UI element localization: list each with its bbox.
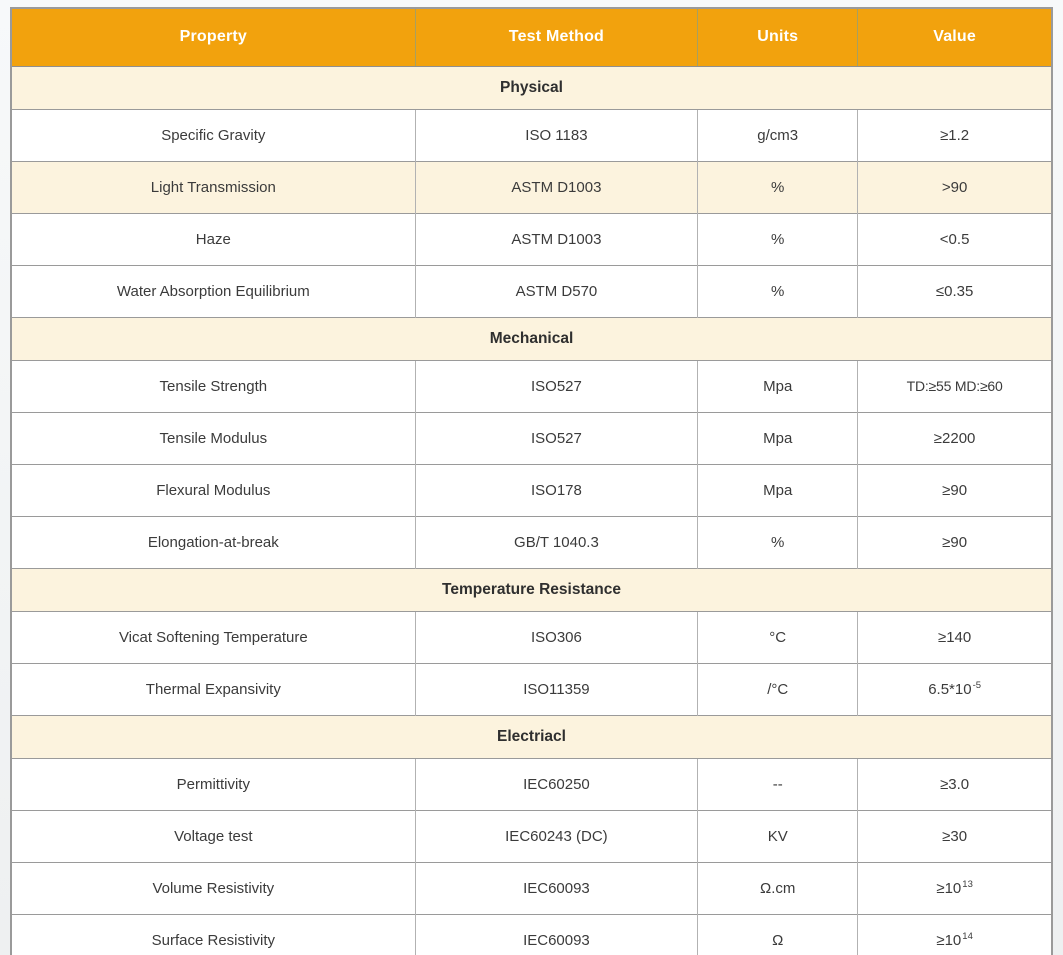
units-cell: Mpa bbox=[697, 411, 858, 464]
table-row: Permittivity IEC60250 -- ≥3.0 bbox=[12, 757, 1051, 810]
test-method-cell: ISO306 bbox=[414, 610, 698, 663]
value-cell: ≥1014 bbox=[857, 913, 1051, 955]
section-row-mechanical: Mechanical bbox=[12, 316, 1051, 360]
value-cell: ≥2200 bbox=[857, 411, 1051, 464]
table-row: Tensile Modulus ISO527 Mpa ≥2200 bbox=[12, 411, 1051, 464]
header-row: Property Test Method Units Value bbox=[12, 9, 1051, 67]
property-cell: Specific Gravity bbox=[12, 108, 416, 161]
units-cell: % bbox=[697, 515, 858, 568]
units-cell: Ω.cm bbox=[697, 861, 858, 914]
units-cell: Mpa bbox=[697, 463, 858, 516]
units-cell: % bbox=[697, 212, 858, 265]
test-method-cell: ASTM D1003 bbox=[414, 160, 698, 213]
property-cell: Light Transmission bbox=[12, 160, 416, 213]
column-header-property: Property bbox=[12, 9, 416, 67]
value-cell: >90 bbox=[857, 160, 1051, 213]
value-cell: ≥90 bbox=[857, 463, 1051, 516]
column-header-units: Units bbox=[697, 9, 859, 67]
table-row: Volume Resistivity IEC60093 Ω.cm ≥1013 bbox=[12, 861, 1051, 914]
property-cell: Haze bbox=[12, 212, 416, 265]
value-cell: ≤0.35 bbox=[857, 264, 1051, 317]
table-body: Physical Specific Gravity ISO 1183 g/cm3… bbox=[12, 65, 1051, 955]
test-method-cell: ASTM D570 bbox=[414, 264, 698, 317]
value-superscript: 13 bbox=[962, 878, 973, 890]
test-method-cell: IEC60093 bbox=[414, 913, 698, 955]
test-method-cell: IEC60093 bbox=[414, 861, 698, 914]
units-cell: /°C bbox=[697, 662, 858, 715]
property-cell: Volume Resistivity bbox=[12, 861, 416, 914]
value-base: ≥10 bbox=[936, 931, 962, 949]
value-cell: ≥1.2 bbox=[857, 108, 1051, 161]
table-row: Light Transmission ASTM D1003 % >90 bbox=[12, 160, 1051, 213]
property-cell: Water Absorption Equilibrium bbox=[12, 264, 416, 317]
value-cell: ≥1013 bbox=[857, 861, 1051, 914]
value-cell: ≥90 bbox=[857, 515, 1051, 568]
value-cell: ≥140 bbox=[857, 610, 1051, 663]
test-method-cell: GB/T 1040.3 bbox=[414, 515, 698, 568]
section-row-electrical: Electriacl bbox=[12, 714, 1051, 758]
units-cell: g/cm3 bbox=[697, 108, 858, 161]
table-row: Specific Gravity ISO 1183 g/cm3 ≥1.2 bbox=[12, 108, 1051, 161]
units-cell: % bbox=[697, 264, 858, 317]
test-method-cell: IEC60250 bbox=[414, 757, 698, 810]
table-row: Haze ASTM D1003 % <0.5 bbox=[12, 212, 1051, 265]
units-cell: °C bbox=[697, 610, 858, 663]
test-method-cell: ISO11359 bbox=[414, 662, 698, 715]
units-cell: -- bbox=[697, 757, 858, 810]
test-method-cell: ISO 1183 bbox=[414, 108, 698, 161]
table-row: Thermal Expansivity ISO11359 /°C 6.5*10-… bbox=[12, 662, 1051, 715]
property-table: Property Test Method Units Value Physica… bbox=[12, 9, 1051, 955]
value-cell: <0.5 bbox=[857, 212, 1051, 265]
section-row-physical: Physical bbox=[12, 65, 1051, 109]
section-label: Mechanical bbox=[12, 316, 1051, 360]
test-method-cell: ISO527 bbox=[414, 411, 698, 464]
value-superscript: -5 bbox=[972, 679, 982, 691]
test-method-cell: IEC60243 (DC) bbox=[414, 809, 698, 862]
property-cell: Tensile Modulus bbox=[12, 411, 416, 464]
section-row-temperature-resistance: Temperature Resistance bbox=[12, 567, 1051, 611]
table-row: Surface Resistivity IEC60093 Ω ≥1014 bbox=[12, 913, 1051, 955]
column-header-test-method: Test Method bbox=[415, 9, 699, 67]
value-superscript: 14 bbox=[962, 930, 973, 942]
property-cell: Surface Resistivity bbox=[12, 913, 416, 955]
property-cell: Vicat Softening Temperature bbox=[12, 610, 416, 663]
units-cell: % bbox=[697, 160, 858, 213]
test-method-cell: ISO178 bbox=[414, 463, 698, 516]
value-cell: ≥30 bbox=[857, 809, 1051, 862]
units-cell: KV bbox=[697, 809, 858, 862]
value-base: ≥10 bbox=[936, 879, 962, 897]
section-label: Physical bbox=[12, 65, 1051, 109]
table-row: Elongation-at-break GB/T 1040.3 % ≥90 bbox=[12, 515, 1051, 568]
section-label: Temperature Resistance bbox=[12, 567, 1051, 611]
property-cell: Voltage test bbox=[12, 809, 416, 862]
property-cell: Permittivity bbox=[12, 757, 416, 810]
units-cell: Ω bbox=[697, 913, 858, 955]
value-cell: ≥3.0 bbox=[857, 757, 1051, 810]
units-cell: Mpa bbox=[697, 359, 858, 412]
table-row: Tensile Strength ISO527 Mpa TD:≥55 MD:≥6… bbox=[12, 359, 1051, 412]
property-cell: Flexural Modulus bbox=[12, 463, 416, 516]
table-row: Voltage test IEC60243 (DC) KV ≥30 bbox=[12, 809, 1051, 862]
column-header-value: Value bbox=[857, 9, 1051, 67]
section-label: Electriacl bbox=[12, 714, 1051, 758]
table-row: Vicat Softening Temperature ISO306 °C ≥1… bbox=[12, 610, 1051, 663]
test-method-cell: ASTM D1003 bbox=[414, 212, 698, 265]
table-row: Flexural Modulus ISO178 Mpa ≥90 bbox=[12, 463, 1051, 516]
property-cell: Elongation-at-break bbox=[12, 515, 416, 568]
property-cell: Thermal Expansivity bbox=[12, 662, 416, 715]
value-cell: 6.5*10-5 bbox=[857, 662, 1051, 715]
property-cell: Tensile Strength bbox=[12, 359, 416, 412]
value-base: 6.5*10 bbox=[928, 680, 972, 698]
property-datasheet: Property Test Method Units Value Physica… bbox=[10, 7, 1053, 955]
table-header: Property Test Method Units Value bbox=[12, 9, 1051, 67]
table-row: Water Absorption Equilibrium ASTM D570 %… bbox=[12, 264, 1051, 317]
value-cell: TD:≥55 MD:≥60 bbox=[857, 359, 1051, 412]
test-method-cell: ISO527 bbox=[414, 359, 698, 412]
